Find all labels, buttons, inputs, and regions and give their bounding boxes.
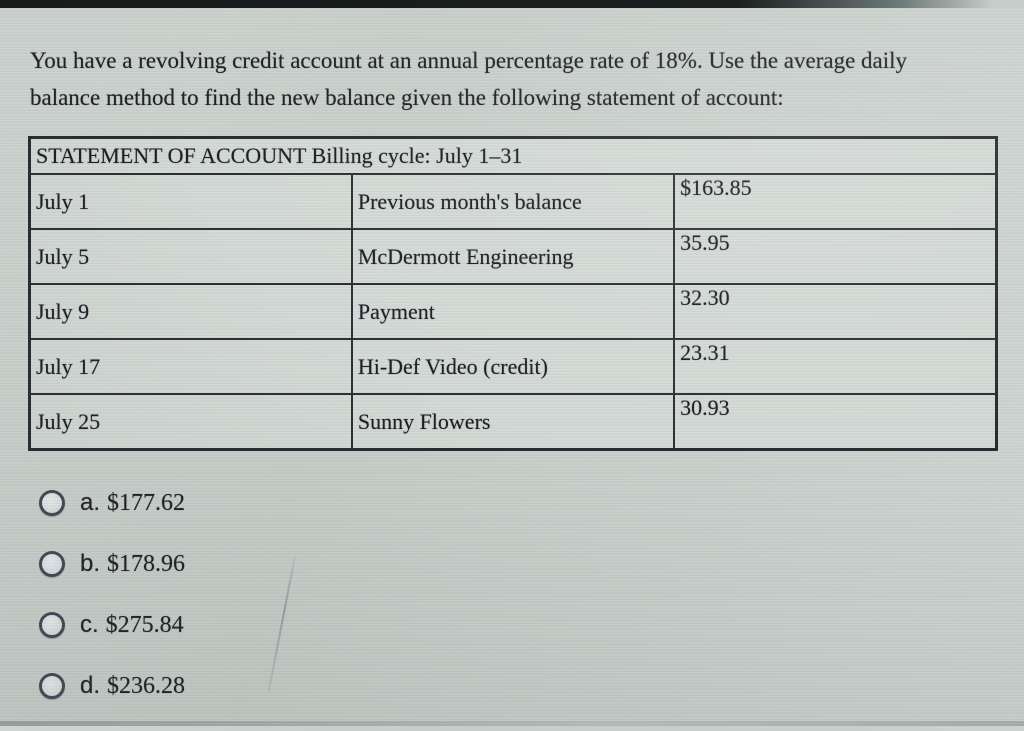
radio-button-icon[interactable] — [39, 551, 65, 577]
cell-amount: 23.31 — [673, 338, 998, 395]
option-label: c. $275.84 — [80, 611, 184, 639]
option-letter: d. — [80, 672, 101, 699]
cell-description: Payment — [350, 283, 676, 340]
option-value: $178.96 — [107, 551, 186, 577]
option-letter: a. — [80, 489, 101, 516]
photo-top-edge-artifact — [0, 0, 1024, 8]
option-label: d. $236.28 — [80, 672, 185, 700]
question-text: You have a revolving credit account at a… — [30, 48, 908, 110]
table-row: July 5 McDermott Engineering 35.95 — [28, 228, 998, 285]
answer-option-b[interactable]: b. $178.96 — [39, 548, 185, 580]
option-letter: b. — [80, 550, 101, 577]
option-value: $236.28 — [107, 673, 186, 699]
option-value: $177.62 — [107, 490, 186, 516]
option-letter: c. — [80, 611, 99, 638]
cell-description: Previous month's balance — [350, 173, 676, 230]
answer-option-d[interactable]: d. $236.28 — [39, 670, 185, 702]
cell-date: July 9 — [28, 283, 353, 340]
radio-button-icon[interactable] — [39, 612, 65, 638]
table-row: July 1 Previous month's balance $163.85 — [28, 173, 998, 230]
cell-date: July 5 — [28, 228, 353, 285]
cell-amount: $163.85 — [673, 173, 998, 230]
cell-description: McDermott Engineering — [350, 228, 676, 285]
table-row: July 25 Sunny Flowers 30.93 — [28, 393, 998, 451]
cell-description: Sunny Flowers — [350, 393, 676, 451]
radio-button-icon[interactable] — [39, 673, 65, 699]
statement-table: STATEMENT OF ACCOUNT Billing cycle: July… — [28, 136, 998, 451]
cell-date: July 1 — [28, 173, 353, 230]
cell-amount: 30.93 — [673, 393, 998, 451]
cell-date: July 25 — [28, 393, 353, 451]
option-label: b. $178.96 — [80, 550, 185, 578]
table-row: July 9 Payment 32.30 — [28, 283, 998, 340]
photo-bottom-edge-artifact — [0, 721, 1024, 726]
answer-options: a. $177.62 b. $178.96 c. $275.84 d. $236.28 — [39, 487, 185, 731]
cell-date: July 17 — [28, 338, 353, 395]
cell-description: Hi-Def Video (credit) — [350, 338, 676, 395]
cell-amount: 35.95 — [673, 228, 998, 285]
option-value: $275.84 — [105, 612, 184, 638]
cell-amount: 32.30 — [673, 283, 998, 340]
table-header-row: STATEMENT OF ACCOUNT Billing cycle: July… — [28, 136, 998, 175]
answer-option-c[interactable]: c. $275.84 — [39, 609, 185, 641]
table-row: July 17 Hi-Def Video (credit) 23.31 — [28, 338, 998, 395]
table-title: STATEMENT OF ACCOUNT Billing cycle: July… — [28, 136, 998, 175]
answer-option-a[interactable]: a. $177.62 — [39, 487, 185, 519]
radio-button-icon[interactable] — [39, 490, 65, 516]
photo-scratch-artifact — [267, 555, 296, 692]
option-label: a. $177.62 — [80, 489, 185, 517]
